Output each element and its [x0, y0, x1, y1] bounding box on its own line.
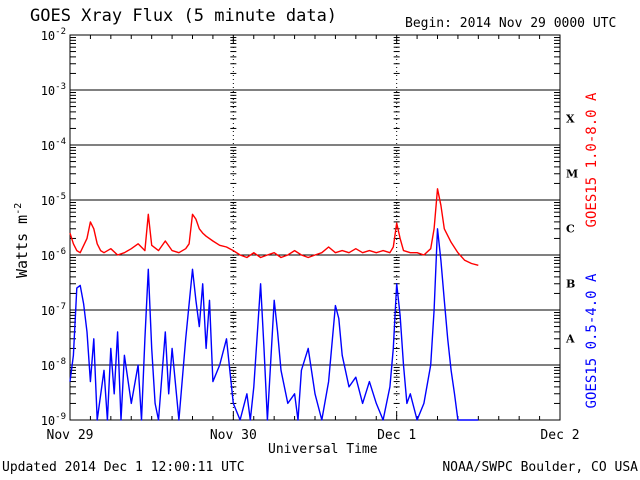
chart-title: GOES Xray Flux (5 minute data) — [30, 6, 338, 26]
begin-timestamp: Begin: 2014 Nov 29 0000 UTC — [405, 16, 617, 31]
y-axis-label: Watts m-2 — [8, 203, 31, 278]
y-tick-label: 10-2 — [41, 27, 66, 43]
y-tick-label: 10-5 — [41, 192, 66, 208]
y-tick-label: 10-8 — [41, 357, 66, 373]
legend-series-long: GOES15 1.0-8.0 A — [584, 92, 600, 228]
y-tick-label: 10-4 — [41, 137, 66, 153]
flare-class-label: A — [565, 333, 575, 346]
y-tick-label: 10-9 — [41, 412, 66, 428]
flare-class-label: X — [566, 113, 575, 126]
y-tick-label: 10-6 — [41, 247, 66, 263]
x-tick-label: Dec 2 — [540, 428, 579, 443]
series-line-long — [69, 188, 479, 266]
flare-class-label: C — [566, 223, 575, 236]
y-tick-label: 10-7 — [41, 302, 66, 318]
x-tick-label: Dec 1 — [377, 428, 416, 443]
flare-class-label: M — [566, 168, 578, 181]
x-axis-label: Universal Time — [268, 442, 378, 457]
y-axis-label-text: Watts m — [13, 214, 31, 278]
y-tick-label: 10-3 — [41, 82, 66, 98]
updated-timestamp: Updated 2014 Dec 1 12:00:11 UTC — [2, 460, 245, 475]
flare-class-label: B — [566, 278, 575, 291]
credit-text: NOAA/SWPC Boulder, CO USA — [442, 460, 638, 475]
x-tick-label: Nov 29 — [47, 428, 94, 443]
legend-series-short: GOES15 0.5-4.0 A — [584, 273, 600, 409]
y-axis-label-exponent: -2 — [13, 202, 24, 215]
x-tick-label: Nov 30 — [210, 428, 257, 443]
series-line-short — [69, 228, 479, 421]
